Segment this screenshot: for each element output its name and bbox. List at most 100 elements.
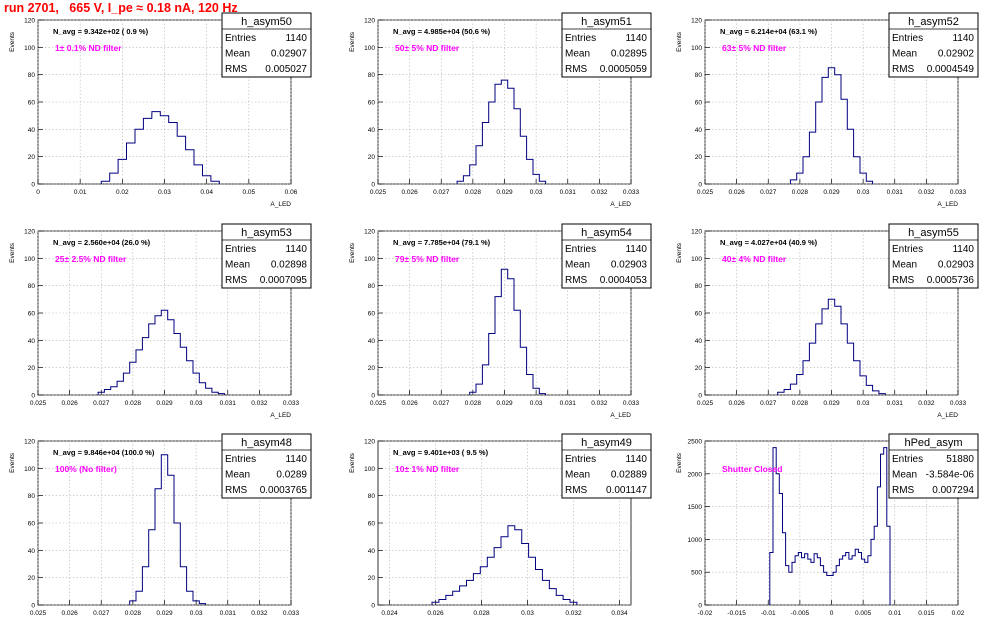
histogram-bin [127, 143, 135, 184]
y-tick-label: 80 [695, 72, 703, 79]
stat-value: 0.0004053 [600, 275, 648, 286]
y-tick-label: 120 [691, 18, 702, 25]
y-tick-label: 100 [364, 256, 375, 263]
stat-label: Mean [565, 49, 590, 60]
stat-value: 1140 [952, 33, 974, 44]
x-tick-label: 0.034 [611, 610, 628, 617]
x-tick-label: 0.028 [465, 400, 482, 407]
histogram-bin [854, 361, 860, 395]
y-tick-label: 40 [368, 548, 376, 555]
histogram-bin [515, 530, 522, 605]
histogram-bin [520, 347, 526, 395]
y-axis-title: Events [349, 452, 356, 473]
histogram-bin [514, 109, 520, 184]
stats-box [561, 223, 652, 289]
y-tick-label: 120 [364, 439, 375, 446]
navg-label: N_avg = 9.401e+03 ( 9.5 %) [393, 448, 489, 457]
x-tick-label: 0.03 [857, 189, 870, 196]
y-tick-label: 80 [368, 72, 376, 79]
x-tick-label: 0.029 [156, 610, 173, 617]
stat-value: 1140 [625, 244, 647, 255]
page-title: run 2701, 665 V, I_pe ≈ 0.18 nA, 120 Hz [4, 1, 238, 15]
histogram-bin [533, 174, 539, 184]
histogram-bin [879, 394, 885, 395]
histogram-series [456, 79, 547, 184]
stat-value: 0.007294 [932, 485, 974, 496]
histogram-bin [556, 595, 563, 605]
histogram-pad-h_asym50: 0 0.01 0.02 0.03 0.04 0.05 0.06 0 20 40 60 80 100 120… [9, 12, 312, 208]
y-tick-label: 120 [364, 229, 375, 236]
y-tick-label: 60 [368, 521, 376, 528]
y-axis-title: Events [9, 31, 16, 52]
stat-value: 1140 [285, 244, 307, 255]
histogram-bin [130, 362, 136, 395]
filter-annotation: Shutter Closed [722, 464, 782, 474]
stat-value: 0.0004549 [927, 64, 975, 75]
histogram-name: h_asym53 [241, 227, 292, 239]
histogram-bin [865, 562, 868, 605]
stats-box [888, 223, 979, 289]
x-tick-label: 0.026 [61, 400, 78, 407]
filter-annotation: 79± 5% ND filter [395, 254, 460, 264]
histogram-series [769, 447, 891, 605]
histogram-bin [143, 118, 151, 184]
x-tick-label: 0.04 [200, 189, 213, 196]
histogram-bin [770, 553, 773, 605]
x-axis-title: A_LED [937, 412, 958, 419]
x-tick-label: 0.032 [251, 400, 268, 407]
histogram-bin [536, 569, 543, 605]
histogram-bin [790, 180, 796, 184]
x-tick-label: -0.015 [727, 610, 746, 617]
histogram-bin [470, 392, 476, 395]
histogram-bin [473, 574, 480, 605]
filter-annotation: 40± 4% ND filter [722, 254, 787, 264]
y-tick-label: 20 [368, 575, 376, 582]
y-tick-label: 500 [691, 570, 702, 577]
histogram-bin [549, 589, 556, 605]
histogram-bin [784, 390, 790, 395]
histogram-bin [854, 157, 860, 184]
y-tick-label: 120 [24, 229, 35, 236]
y-tick-label: 20 [695, 365, 703, 372]
stats-box [561, 12, 652, 78]
histogram-bin [174, 334, 180, 396]
histogram-bin [494, 548, 501, 605]
filter-annotation: 63± 5% ND filter [722, 43, 787, 53]
stat-value: 0.02898 [271, 260, 308, 271]
histogram-bin [828, 68, 834, 184]
stat-value: 0.02907 [271, 49, 308, 60]
y-tick-label: 40 [28, 338, 36, 345]
x-tick-label: -0.005 [791, 610, 810, 617]
x-axis-title: A_LED [610, 201, 631, 208]
y-tick-label: 100 [24, 256, 35, 263]
histogram-pad-h_asym52: 0.025 0.026 0.027 0.028 0.029 0.03 0.031 0.032 0… [676, 12, 979, 208]
x-tick-label: 0.028 [125, 610, 142, 617]
stat-label: Entries [892, 244, 923, 255]
histogram-bin [211, 181, 219, 184]
stat-label: Mean [892, 470, 917, 481]
histogram-bin [177, 136, 185, 184]
histogram-pad-h_asym53: 0.025 0.026 0.027 0.028 0.029 0.03 0.031 0.032 0… [9, 223, 312, 419]
x-tick-label: 0.031 [887, 189, 904, 196]
x-tick-label: 0.027 [433, 400, 450, 407]
histogram-bin [104, 390, 110, 395]
histogram-bin [136, 350, 142, 395]
stat-label: RMS [892, 64, 915, 75]
stat-label: Mean [225, 260, 250, 271]
x-tick-label: -0.01 [761, 610, 776, 617]
histogram-pad-hPed_asym: -0.02 -0.015 -0.01 -0.005 0 0.005 0.01 0.015 0.0… [676, 433, 979, 617]
x-tick-label: 0.03 [190, 610, 203, 617]
histogram-bin [453, 591, 460, 605]
x-tick-label: 0.029 [156, 400, 173, 407]
histogram-bin [130, 601, 136, 605]
histogram-bin [801, 558, 804, 605]
histogram-bin [866, 181, 872, 184]
histogram-bin [489, 334, 495, 396]
stat-value: 51880 [946, 454, 974, 465]
y-tick-label: 60 [695, 100, 703, 107]
histogram-bin [194, 165, 202, 184]
histogram-bin [858, 553, 861, 605]
histogram-pad-h_asym54: 0.025 0.026 0.027 0.028 0.029 0.03 0.031 0.032 0… [349, 223, 652, 419]
y-tick-label: 100 [24, 45, 35, 52]
x-tick-label: 0 [830, 610, 834, 617]
